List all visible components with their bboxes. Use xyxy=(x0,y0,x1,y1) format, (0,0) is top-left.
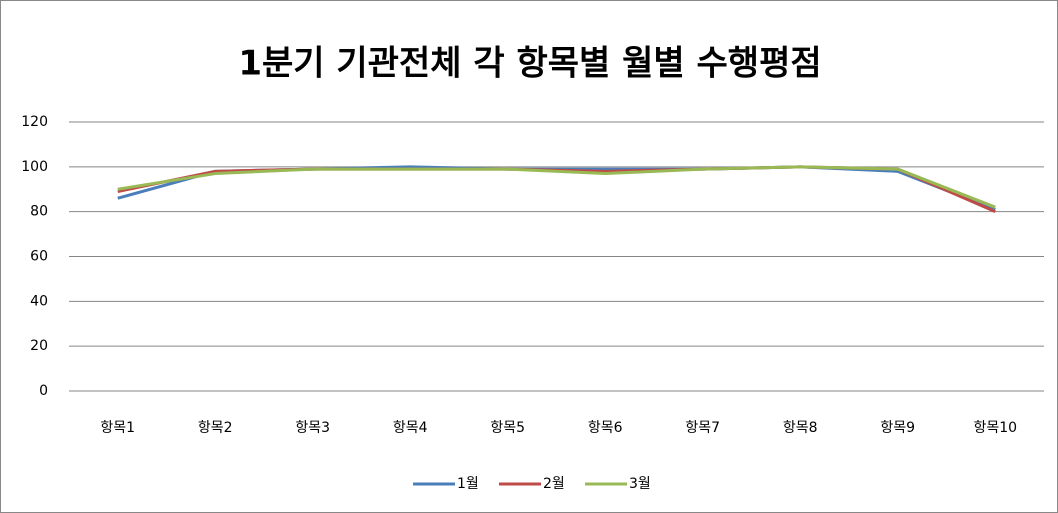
y-tick-label: 60 xyxy=(30,249,48,265)
y-tick-label: 0 xyxy=(39,383,48,399)
x-tick-label: 항목1 xyxy=(100,420,135,436)
x-tick-label: 항목10 xyxy=(973,420,1017,436)
chart-title: 1분기 기관전체 각 항목별 월별 수행평점 xyxy=(238,44,821,84)
x-tick-label: 항목4 xyxy=(393,420,428,436)
x-tick-label: 항목5 xyxy=(490,420,525,436)
y-tick-label: 40 xyxy=(30,293,48,309)
y-tick-label: 120 xyxy=(21,114,48,130)
line-series xyxy=(117,165,996,209)
legend-label: 1월 xyxy=(457,476,479,492)
y-tick-label: 100 xyxy=(21,159,48,175)
legend-label: 3월 xyxy=(629,476,651,492)
x-tick-label: 항목7 xyxy=(685,420,720,436)
y-tick-label: 80 xyxy=(30,204,48,220)
x-tick-label: 항목6 xyxy=(588,420,623,436)
x-tick-label: 항목2 xyxy=(198,420,233,436)
x-tick-label: 항목3 xyxy=(295,420,330,436)
x-tick-label: 항목9 xyxy=(880,420,915,436)
y-tick-label: 20 xyxy=(30,338,48,354)
x-tick-label: 항목8 xyxy=(783,420,818,436)
legend-label: 2월 xyxy=(543,476,565,492)
